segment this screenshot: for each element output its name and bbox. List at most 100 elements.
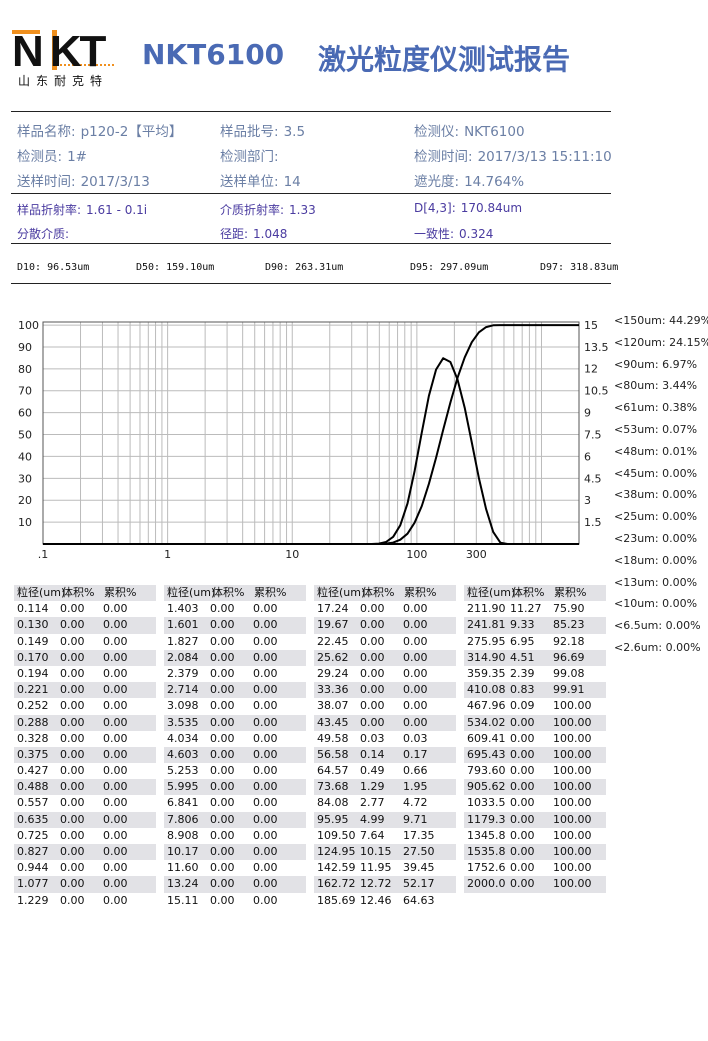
table-cell: 124.95 <box>317 845 356 858</box>
table-cell: 13.24 <box>167 877 199 891</box>
table-cell: 9.71 <box>403 812 428 826</box>
table-row: 241.81 9.33 85.23 <box>464 617 606 634</box>
table-cell: 1179.3 <box>467 812 506 826</box>
table-cell: 0.130 <box>17 618 49 632</box>
table-cell: 2.084 <box>167 650 199 664</box>
table-cell: 1752.6 <box>467 861 506 875</box>
cumulative-below-size-stat: <2.6um: 0.00% <box>614 641 701 654</box>
table-cell: 0.00 <box>253 861 278 875</box>
table-cell: 0.00 <box>103 747 128 761</box>
optics-label: 介质折射率: <box>220 203 285 217</box>
optics-label: 径距: <box>220 227 249 241</box>
table-row: 3.535 0.00 0.00 <box>164 714 306 731</box>
table-cell: 3.535 <box>167 715 199 729</box>
table-cell: 0.17 <box>403 747 428 761</box>
table-cell: 0.00 <box>403 683 428 697</box>
table-row: 73.68 1.29 1.95 <box>314 779 456 796</box>
table-cell: 0.00 <box>210 666 235 680</box>
table-cell: 0.00 <box>253 683 278 697</box>
table-cell: 0.00 <box>60 699 85 713</box>
d-value: D10: 96.53um <box>17 262 90 273</box>
table-cell: 39.45 <box>403 861 435 875</box>
table-row: 162.72 12.72 52.17 <box>314 876 456 893</box>
table-cell: 905.62 <box>467 780 506 794</box>
table-row: 410.08 0.83 99.91 <box>464 682 606 699</box>
table-cell: 0.00 <box>510 861 535 875</box>
table-row: 905.62 0.00 100.00 <box>464 779 606 796</box>
info-value: 14 <box>283 174 301 190</box>
d-value: D50: 159.10um <box>136 262 215 273</box>
table-cell: 10.15 <box>360 845 392 858</box>
table-cell: 162.72 <box>317 877 356 891</box>
table-row: 1.229 0.00 0.00 <box>14 893 156 909</box>
table-row: 56.58 0.14 0.17 <box>314 746 456 764</box>
table-cell: 0.635 <box>17 812 49 826</box>
column-header: 体积% <box>512 586 545 599</box>
table-cell: 56.58 <box>317 747 349 761</box>
table-row: 0.149 0.00 0.00 <box>14 634 156 650</box>
table-row: 10.17 0.00 0.00 <box>164 844 306 861</box>
table-cell: 11.60 <box>167 861 199 875</box>
y-left-tick-label: 20 <box>18 494 32 507</box>
table-cell: 0.00 <box>403 666 428 680</box>
info-label: 送样单位: <box>220 174 279 190</box>
table-row: 0.725 0.00 0.00 <box>14 828 156 844</box>
table-cell: 0.00 <box>210 780 235 794</box>
table-cell: 9.33 <box>510 618 535 632</box>
column-header: 体积% <box>212 586 245 599</box>
table-cell: 0.49 <box>360 764 385 778</box>
table-cell: 0.00 <box>253 747 278 761</box>
optics-field: 径距: 1.048 <box>220 225 287 242</box>
table-cell: 0.00 <box>60 602 85 616</box>
report-title: 激光粒度仪测试报告 <box>318 43 571 76</box>
table-cell: 64.57 <box>317 764 349 778</box>
table-row: 2.379 0.00 0.00 <box>164 666 306 682</box>
table-row: 275.95 6.95 92.18 <box>464 634 606 650</box>
table-cell: 1.229 <box>17 893 49 907</box>
table-row: 1179.3 0.00 100.00 <box>464 811 606 828</box>
table-row: 0.375 0.00 0.00 <box>14 746 156 764</box>
table-row: 2.084 0.00 0.00 <box>164 649 306 666</box>
table-cell: 0.00 <box>210 845 235 858</box>
cumulative-below-size-stat: <13um: 0.00% <box>614 575 698 589</box>
info-label: 送样时间: <box>17 174 76 190</box>
table-cell: 0.00 <box>60 893 85 907</box>
table-cell: 3.098 <box>167 699 199 713</box>
info-label: 检测仪: <box>414 124 460 140</box>
y-left-tick-label: 40 <box>18 450 32 463</box>
table-cell: 0.00 <box>103 877 128 891</box>
table-row: 124.95 10.15 27.50 <box>314 844 456 861</box>
table-cell: 0.00 <box>60 845 85 858</box>
table-row: 17.24 0.00 0.00 <box>314 601 456 617</box>
table-cell: 5.995 <box>167 780 199 794</box>
table-cell: 0.00 <box>510 747 535 761</box>
table-cell: 0.00 <box>60 861 85 875</box>
d-value: D97: 318.83um <box>540 262 619 273</box>
info-label: 检测部门: <box>220 149 279 165</box>
table-cell: 0.328 <box>17 731 49 745</box>
table-row: 142.59 11.95 39.45 <box>314 860 456 876</box>
table-cell: 4.99 <box>360 812 385 826</box>
table-cell: 7.806 <box>167 812 199 826</box>
table-row: 0.130 0.00 0.00 <box>14 617 156 634</box>
table-cell: 0.488 <box>17 780 49 794</box>
table-cell: 0.00 <box>253 812 278 826</box>
table-cell: 100.00 <box>553 861 592 875</box>
table-cell: 38.07 <box>317 699 349 713</box>
volume-distribution-curve <box>50 357 579 545</box>
table-cell: 1535.8 <box>467 845 506 858</box>
table-row: 0.221 0.00 0.00 <box>14 682 156 699</box>
optics-value: 1.048 <box>253 227 288 241</box>
table-cell: 0.00 <box>403 715 428 729</box>
table-cell: 100.00 <box>553 731 592 745</box>
table-row: 314.90 4.51 96.69 <box>464 649 606 666</box>
table-cell: 0.00 <box>60 812 85 826</box>
table-cell: 92.18 <box>553 634 585 648</box>
table-cell: 0.00 <box>253 715 278 729</box>
table-cell: 0.149 <box>17 634 49 648</box>
table-cell: 0.00 <box>210 602 235 616</box>
table-cell: 0.00 <box>103 634 128 648</box>
table-row: 1.827 0.00 0.00 <box>164 634 306 650</box>
table-row: 15.11 0.00 0.00 <box>164 893 306 909</box>
table-cell: 7.64 <box>360 828 385 842</box>
